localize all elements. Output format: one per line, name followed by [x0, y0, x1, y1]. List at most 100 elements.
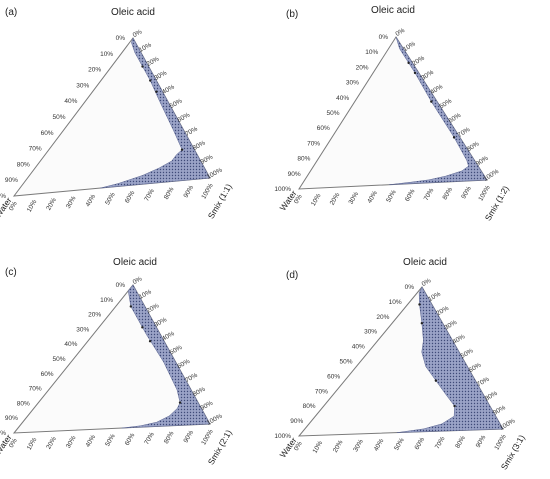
bottom-axis-tick-label: 10% [26, 436, 39, 451]
right-axis-tick-label: 30% [443, 319, 458, 332]
right-axis-tick-label: 30% [153, 69, 168, 82]
bottom-axis-tick-label: 90% [475, 434, 488, 449]
bottom-axis-tick-label: 50% [104, 191, 117, 206]
left-axis-tick-label: 10% [100, 297, 113, 304]
right-axis-tick-label: 70% [457, 126, 472, 139]
bottom-axis-tick-label: 10% [26, 199, 39, 214]
bottom-axis-tick-label: 30% [65, 435, 78, 450]
left-axis-tick-label: 100% [274, 433, 291, 440]
panel-label: (b) [286, 9, 299, 20]
bottom-axis-tick-label: 0% [8, 200, 19, 212]
left-axis-tick-label: 20% [88, 312, 101, 319]
left-axis-tick-label: 60% [41, 130, 54, 137]
right-axis-tick-label: 10% [427, 291, 442, 304]
bottom-axis-tick-label: 0% [293, 193, 304, 205]
left-axis-tick-label: 0% [116, 282, 126, 289]
bottom-axis-tick-label: 70% [423, 187, 436, 202]
right-axis-tick-label: 70% [476, 376, 491, 389]
right-axis-tick-label: 50% [460, 347, 475, 360]
right-axis-tick-label: 60% [447, 112, 462, 125]
right-axis-tick-label: 30% [420, 69, 435, 82]
bottom-axis-tick-label: 70% [143, 188, 156, 203]
bottom-axis-tick-label: 40% [373, 438, 386, 453]
bottom-axis-tick-label: 0% [293, 440, 304, 452]
panel-label: (d) [286, 270, 299, 281]
bottom-axis-tick-label: 50% [385, 189, 398, 204]
right-axis-tick-label: 60% [176, 358, 191, 371]
left-axis-tick-label: 50% [339, 359, 352, 366]
bottom-axis-tick-label: 10% [310, 192, 323, 207]
panel-label: (c) [5, 267, 17, 278]
data-point [180, 148, 184, 151]
top-axis-label: Oleic acid [113, 257, 157, 268]
data-point [420, 322, 424, 325]
bottom-axis-tick-label: 20% [45, 197, 58, 212]
ternary-panel-a: (a) Oleic acid 0% 10% 20% 30% 40% 50% 60% 70% 80… [0, 0, 275, 237]
bottom-axis-tick-label: 70% [143, 431, 156, 446]
bottom-axis-tick-label: 80% [442, 186, 455, 201]
bottom-axis-tick-label: 100% [477, 184, 491, 202]
bottom-axis-tick-label: 30% [65, 195, 78, 210]
ternary-panel-c: (c) Oleic acid 0% 10% 20% 30% 40% 50% 60% 70% 80… [0, 237, 275, 474]
left-axis-tick-label: 40% [64, 98, 77, 105]
top-axis-label: Oleic acid [111, 7, 155, 18]
data-point [452, 136, 456, 139]
right-axis-tick-label: 10% [138, 41, 153, 54]
ternary-plot: 0%10%20%30%40%50%60%70%80%90%100%0%10%20… [0, 28, 234, 220]
left-axis-tick-label: 70% [29, 386, 42, 393]
left-axis-tick-label: 70% [29, 146, 42, 153]
left-axis-tick-label: 80% [297, 156, 310, 163]
bottom-axis-tick-label: 40% [366, 190, 379, 205]
right-axis-tick-label: 50% [169, 344, 184, 357]
bottom-axis-tick-label: 80% [163, 430, 176, 445]
right-axis-tick-label: 100% [206, 413, 224, 427]
left-axis-tick-label: 50% [52, 114, 65, 121]
bottom-axis-tick-label: 30% [348, 191, 361, 206]
bottom-axis-tick-label: 40% [85, 193, 98, 208]
left-axis-tick-label: 100% [0, 430, 6, 437]
left-axis-tick-label: 20% [356, 64, 369, 71]
bottom-axis-tick-label: 70% [434, 435, 447, 450]
left-axis-tick-label: 0% [379, 34, 389, 41]
right-axis-tick-label: 80% [466, 140, 481, 153]
left-axis-tick-label: 20% [88, 67, 101, 74]
right-axis-tick-label: 90% [199, 153, 214, 166]
left-axis-tick-label: 90% [5, 415, 18, 422]
left-axis-tick-label: 60% [317, 125, 330, 132]
bottom-axis-tick-label: 100% [200, 428, 214, 446]
right-axis-tick-label: 0% [132, 275, 144, 286]
left-axis-tick-label: 10% [389, 299, 402, 306]
right-axis-tick-label: 90% [475, 155, 490, 168]
right-axis-tick-label: 0% [421, 277, 433, 288]
ternary-plot: 0%10%20%30%40%50%60%70%80%90%100%0%10%20… [0, 275, 234, 466]
left-axis-tick-label: 20% [376, 314, 389, 321]
left-axis-tick-label: 90% [290, 418, 303, 425]
left-axis-tick-label: 70% [315, 388, 328, 395]
left-axis-tick-label: 30% [364, 329, 377, 336]
bottom-axis-tick-label: 20% [45, 436, 58, 451]
bottom-axis-tick-label: 90% [183, 184, 196, 199]
data-point [149, 79, 152, 82]
data-point [141, 326, 144, 329]
right-axis-tick-label: 100% [482, 168, 500, 183]
bottom-axis-tick-label: 60% [124, 190, 137, 205]
left-axis-tick-label: 80% [17, 400, 30, 407]
right-axis-tick-label: 50% [438, 97, 453, 110]
left-axis-tick-label: 80% [17, 161, 30, 168]
data-point [155, 90, 158, 93]
right-axis-tick-label: 40% [451, 333, 466, 346]
right-axis-tick-label: 20% [146, 55, 161, 68]
bottom-axis-tick-label: 100% [200, 182, 214, 200]
right-axis-tick-label: 70% [184, 372, 199, 385]
right-axis-tick-label: 40% [161, 330, 176, 343]
bottom-axis-tick-label: 90% [183, 429, 196, 444]
right-axis-tick-label: 40% [429, 83, 444, 96]
bottom-axis-tick-label: 80% [163, 186, 176, 201]
data-point [178, 401, 182, 404]
ternary-plot: 0%10%20%30%40%50%60%70%80%90%100%0%10%20… [274, 277, 526, 471]
left-axis-tick-label: 60% [327, 373, 340, 380]
left-axis-tick-label: 70% [307, 140, 320, 147]
left-axis-tick-label: 0% [405, 284, 415, 291]
left-axis-tick-label: 30% [346, 80, 359, 87]
right-axis-tick-label: 60% [176, 111, 191, 124]
